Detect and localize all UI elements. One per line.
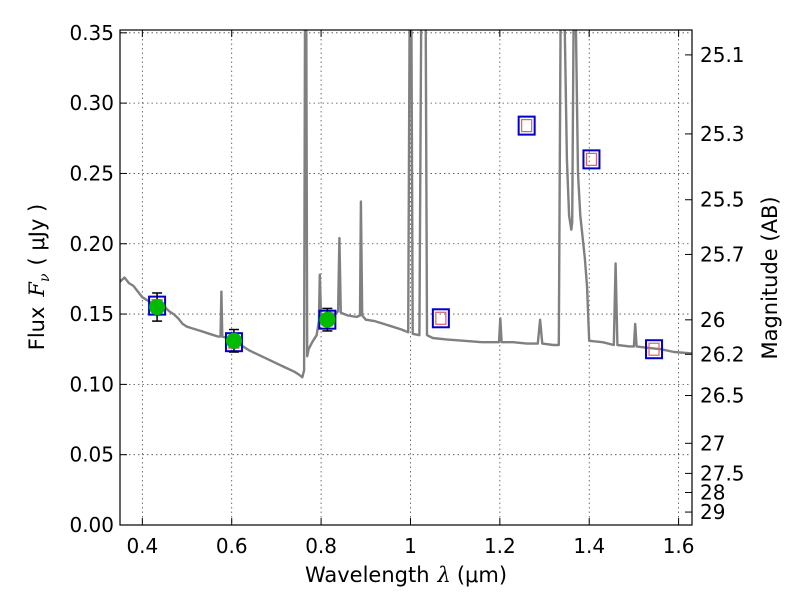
observed-marker-0 xyxy=(149,299,166,316)
y-tick-label-2: 0.10 xyxy=(69,372,114,396)
y2-tick-label-7: 27 xyxy=(700,431,725,455)
x-tick-label-4: 1.2 xyxy=(484,534,516,558)
y2-tick-label-2: 25.5 xyxy=(700,188,745,212)
y-tick-label-4: 0.20 xyxy=(69,232,114,256)
y2-tick-label-10: 29 xyxy=(700,500,725,524)
x-axis-label: Wavelength λ (μm) xyxy=(305,563,507,587)
synthetic-point-6 xyxy=(645,339,664,360)
observed-marker-2 xyxy=(319,311,336,328)
x-tick-label-3: 1 xyxy=(404,534,417,558)
synthetic-point-3 xyxy=(431,308,450,329)
synthetic-outer-box-4 xyxy=(517,115,536,136)
y-tick-label-3: 0.15 xyxy=(69,302,114,326)
x-axis-ticks: 0.4 0.6 0.8 1 1.2 1.4 1.6 xyxy=(126,30,695,558)
observed-point-0 xyxy=(149,292,166,322)
observed-photometry xyxy=(149,292,336,353)
x-tick-label-6: 1.6 xyxy=(663,534,695,558)
synthetic-photometry xyxy=(148,115,664,360)
y2-tick-label-0: 25.1 xyxy=(700,43,745,67)
synthetic-outer-box-6 xyxy=(645,339,664,360)
synthetic-point-4 xyxy=(517,115,536,136)
y-tick-label-1: 0.05 xyxy=(69,443,114,467)
synthetic-point-5 xyxy=(582,149,601,170)
model-spectrum xyxy=(120,30,692,379)
observed-point-2 xyxy=(319,307,336,332)
y-tick-label-7: 0.35 xyxy=(69,21,114,45)
y-tick-label-5: 0.25 xyxy=(69,161,114,185)
observed-marker-1 xyxy=(225,332,242,349)
synthetic-outer-box-3 xyxy=(431,308,450,329)
x-tick-label-0: 0.4 xyxy=(126,534,158,558)
y2-tick-label-1: 25.3 xyxy=(700,122,745,146)
x-tick-label-2: 0.8 xyxy=(305,534,337,558)
synthetic-inner-box-3 xyxy=(435,311,447,325)
x-tick-label-5: 1.4 xyxy=(573,534,605,558)
y-tick-label-0: 0.00 xyxy=(69,513,114,537)
y2-tick-label-6: 26.5 xyxy=(700,383,745,407)
y2-tick-label-9: 28 xyxy=(700,481,725,505)
y2-tick-label-8: 27.5 xyxy=(700,461,745,485)
y2-tick-label-5: 26.2 xyxy=(700,342,745,366)
plot-frame xyxy=(119,29,693,526)
synthetic-inner-box-4 xyxy=(521,119,533,133)
x-tick-label-1: 0.6 xyxy=(216,534,248,558)
y2-axis-label: Magnitude (AB) xyxy=(758,196,782,359)
synthetic-outer-box-5 xyxy=(582,149,601,170)
spectrum-line xyxy=(120,30,692,379)
y2-tick-label-3: 25.7 xyxy=(700,242,745,266)
y-axis-ticks: 0.00 0.05 0.10 0.15 0.20 0.25 0.30 0.35 xyxy=(69,21,127,537)
synthetic-inner-box-6 xyxy=(648,342,660,356)
observed-point-1 xyxy=(225,328,242,353)
y-axis-label: FluxFν( μJy ) xyxy=(25,204,53,350)
grid xyxy=(120,30,692,526)
y2-tick-label-4: 26 xyxy=(700,308,725,332)
synthetic-inner-box-5 xyxy=(585,152,598,166)
y-tick-label-6: 0.30 xyxy=(69,91,114,115)
